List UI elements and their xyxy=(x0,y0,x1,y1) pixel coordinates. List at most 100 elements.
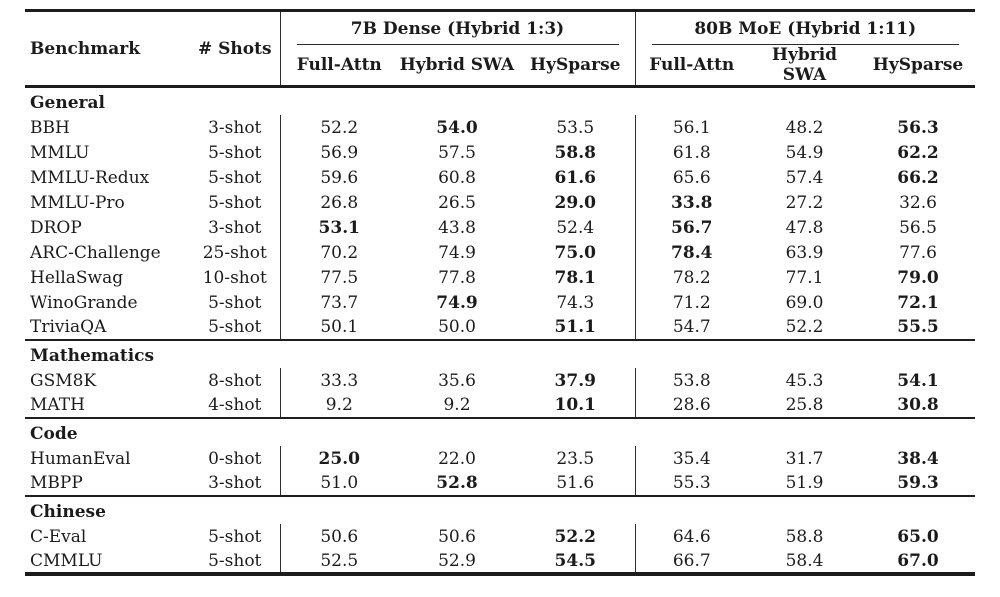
value-cell: 77.8 xyxy=(438,267,476,288)
benchmark-cell: TriviaQA xyxy=(30,317,107,337)
value-cell: 31.7 xyxy=(785,448,824,469)
value-cell: 51.9 xyxy=(785,473,824,493)
value-cell: 48.2 xyxy=(785,117,824,138)
group-header-7b-dense: 7B Dense (Hybrid 1:3) xyxy=(279,10,635,45)
section-title: Code xyxy=(25,417,975,446)
value-cell: 74.9 xyxy=(436,292,478,313)
value-cell: 77.1 xyxy=(785,267,824,288)
value-cell: 9.2 xyxy=(443,395,471,415)
benchmark-cell: WinoGrande xyxy=(30,292,138,313)
value-cell: 65.6 xyxy=(634,165,748,190)
value-cell: 50.6 xyxy=(279,524,398,549)
value-cell: 23.5 xyxy=(556,448,595,469)
value-cell: 52.2 xyxy=(554,526,596,547)
section-title: Mathematics xyxy=(25,339,975,368)
table-row: MBPP 3-shot 51.0 52.8 51.6 55.3 51.9 59.3 xyxy=(25,471,975,496)
value-cell: 56.5 xyxy=(899,217,937,238)
shots-cell: 8-shot xyxy=(208,370,262,391)
benchmark-results-table-wrap: Benchmark # Shots 7B Dense (Hybrid 1:3) … xyxy=(25,9,975,576)
value-cell: 52.2 xyxy=(279,115,398,140)
value-cell: 53.8 xyxy=(634,368,748,393)
shots-cell: 5-shot xyxy=(208,317,262,337)
value-cell: 25.0 xyxy=(279,446,398,471)
value-cell: 73.7 xyxy=(279,290,398,315)
group-header-row: Benchmark # Shots 7B Dense (Hybrid 1:3) … xyxy=(25,10,975,88)
shots-cell: 3-shot xyxy=(208,217,262,238)
value-cell: 67.0 xyxy=(897,550,939,571)
value-cell: 54.7 xyxy=(634,315,748,340)
value-cell: 61.6 xyxy=(554,167,596,188)
table-row: MATH 4-shot 9.2 9.2 10.1 28.6 25.8 30.8 xyxy=(25,393,975,418)
value-cell: 62.2 xyxy=(897,142,939,163)
value-cell: 52.2 xyxy=(785,317,824,337)
shots-cell: 5-shot xyxy=(208,292,262,313)
value-cell: 9.2 xyxy=(279,393,398,418)
value-cell: 74.9 xyxy=(438,242,476,263)
value-cell: 50.6 xyxy=(438,526,476,547)
shots-cell: 3-shot xyxy=(208,117,262,138)
value-cell: 51.1 xyxy=(554,317,596,337)
value-cell: 47.8 xyxy=(785,217,824,238)
value-cell: 50.1 xyxy=(279,315,398,340)
section-title: Chinese xyxy=(25,495,975,524)
shots-cell: 4-shot xyxy=(208,395,262,415)
value-cell: 58.8 xyxy=(785,526,824,547)
benchmark-cell: MMLU xyxy=(30,142,90,163)
value-cell: 37.9 xyxy=(554,370,596,391)
value-cell: 55.5 xyxy=(897,317,939,337)
value-cell: 54.5 xyxy=(554,550,596,571)
value-cell: 51.0 xyxy=(279,471,398,496)
value-cell: 10.1 xyxy=(554,395,596,415)
group-label-7b-dense: 7B Dense (Hybrid 1:3) xyxy=(296,18,619,45)
benchmark-cell: C-Eval xyxy=(30,526,87,547)
benchmark-results-table: Benchmark # Shots 7B Dense (Hybrid 1:3) … xyxy=(25,9,975,576)
value-cell: 59.3 xyxy=(897,473,939,493)
value-cell: 33.8 xyxy=(634,190,748,215)
value-cell: 57.4 xyxy=(785,167,824,188)
shots-cell: 3-shot xyxy=(208,473,262,493)
value-cell: 29.0 xyxy=(554,192,596,213)
benchmark-cell: ARC-Challenge xyxy=(30,242,161,263)
benchmark-cell: DROP xyxy=(30,217,82,238)
table-row: MMLU 5-shot 56.9 57.5 58.8 61.8 54.9 62.2 xyxy=(25,140,975,165)
value-cell: 57.5 xyxy=(438,142,476,163)
table-body: General BBH 3-shot 52.2 54.0 53.5 56.1 48.2 56.3… xyxy=(25,87,975,574)
value-cell: 28.6 xyxy=(634,393,748,418)
value-cell: 66.7 xyxy=(634,549,748,574)
table-row: WinoGrande 5-shot 73.7 74.9 74.3 71.2 69.0 72.1 xyxy=(25,290,975,315)
shots-cell: 25-shot xyxy=(202,242,267,263)
table-row: DROP 3-shot 53.1 43.8 52.4 56.7 47.8 56.5 xyxy=(25,215,975,240)
table-row: C-Eval 5-shot 50.6 50.6 52.2 64.6 58.8 65.0 xyxy=(25,524,975,549)
value-cell: 64.6 xyxy=(634,524,748,549)
col-header-80b-full-attn: Full-Attn xyxy=(634,45,748,88)
value-cell: 56.1 xyxy=(634,115,748,140)
value-cell: 50.0 xyxy=(438,317,476,337)
value-cell: 52.8 xyxy=(436,473,478,493)
value-cell: 35.4 xyxy=(634,446,748,471)
shots-cell: 5-shot xyxy=(208,192,262,213)
value-cell: 54.1 xyxy=(897,370,939,391)
value-cell: 60.8 xyxy=(438,167,476,188)
col-header-7b-hysparse: HySparse xyxy=(516,45,635,88)
value-cell: 32.6 xyxy=(899,192,937,213)
shots-cell: 5-shot xyxy=(208,142,262,163)
group-label-80b-moe: 80B MoE (Hybrid 1:11) xyxy=(651,18,959,45)
value-cell: 52.5 xyxy=(279,549,398,574)
table-row: CMMLU 5-shot 52.5 52.9 54.5 66.7 58.4 67.0 xyxy=(25,549,975,574)
col-header-80b-hybrid-swa: Hybrid SWA xyxy=(748,45,861,88)
value-cell: 59.6 xyxy=(279,165,398,190)
table-row: ARC-Challenge 25-shot 70.2 74.9 75.0 78.4 63.9… xyxy=(25,240,975,265)
shots-cell: 5-shot xyxy=(208,167,262,188)
table-row: GSM8K 8-shot 33.3 35.6 37.9 53.8 45.3 54.1 xyxy=(25,368,975,393)
value-cell: 55.3 xyxy=(634,471,748,496)
value-cell: 35.6 xyxy=(438,370,476,391)
benchmark-column-header: Benchmark xyxy=(25,10,190,88)
value-cell: 78.2 xyxy=(634,265,748,290)
value-cell: 54.9 xyxy=(785,142,824,163)
value-cell: 45.3 xyxy=(785,370,824,391)
table-row: TriviaQA 5-shot 50.1 50.0 51.1 54.7 52.2 55.5 xyxy=(25,315,975,340)
value-cell: 38.4 xyxy=(897,448,939,469)
value-cell: 61.8 xyxy=(634,140,748,165)
value-cell: 22.0 xyxy=(438,448,476,469)
value-cell: 54.0 xyxy=(436,117,478,138)
